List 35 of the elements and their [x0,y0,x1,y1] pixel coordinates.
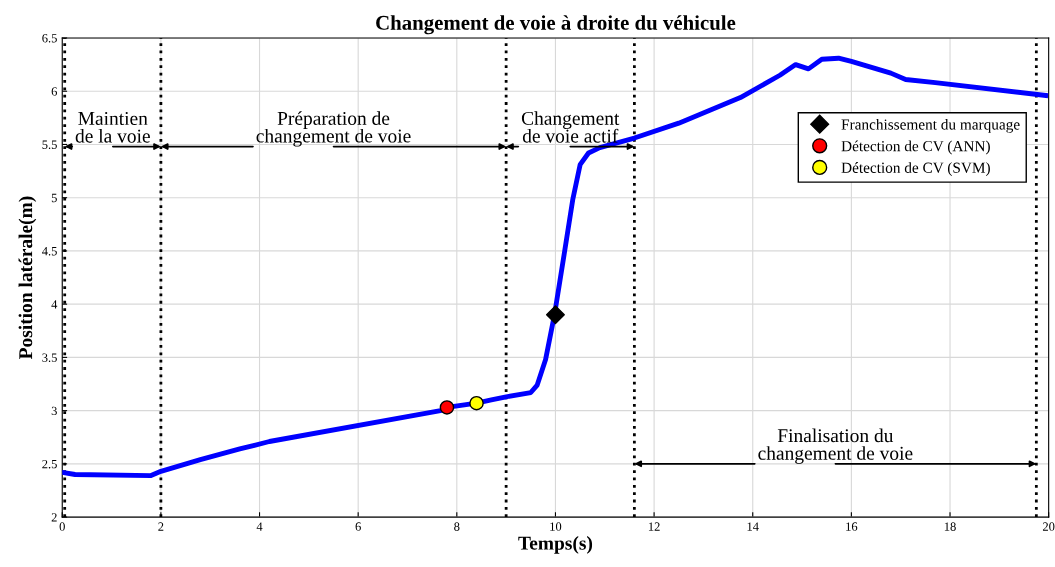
x-tick-label: 14 [747,522,759,531]
legend-label: Détection de CV (SVM) [841,162,990,176]
chart-title: Changement de voie à droite du véhicule [376,15,736,35]
x-tick-label: 6 [355,522,361,531]
y-tick-label: 6.5 [42,34,57,43]
y-tick-label: 6 [51,87,58,96]
annotation: Finalisation du changement de voie [758,428,913,464]
y-tick-label: 4 [51,300,58,309]
y-tick-label: 5 [51,193,57,203]
line-series [62,55,1049,479]
legend-label: Détection de CV (ANN) [841,140,990,155]
y-tick-label: 3 [51,406,57,416]
point [469,395,484,411]
annotation: Changement de voie actif [521,111,620,143]
y-tick-label: 3.5 [42,353,57,362]
legend-label: Franchissement du marquage [841,118,1020,133]
y-tick-label: 4.5 [42,247,57,256]
y-tick-label: 2.5 [42,459,57,469]
annotation: Maintien de la voie [75,111,150,143]
x-tick-label: 20 [1042,522,1055,531]
x-tick-label: 0 [59,522,65,531]
x-tick-label: 2 [158,522,164,531]
x-tick-label: 10 [550,522,562,531]
x-tick-label: 8 [454,522,460,531]
y-tick-label: 2 [51,513,57,522]
x-tick-label: 4 [256,522,263,531]
x-axis-title: Temps(s) [518,536,593,554]
x-tick-label: 12 [648,522,660,531]
annotation: Préparation de changement de voie [256,111,411,147]
point [439,400,455,415]
y-axis-title: Position latérale(m) [18,196,37,360]
y-tick-label: 5.5 [42,140,57,149]
x-tick-label: 16 [846,522,858,531]
x-tick-label: 18 [944,522,956,531]
point [545,305,565,325]
